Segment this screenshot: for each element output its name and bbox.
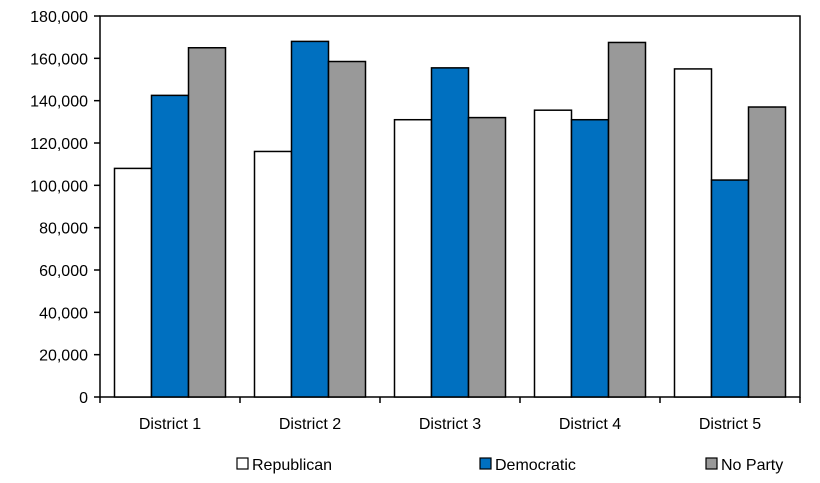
bar-democratic-5 xyxy=(710,179,750,398)
x-tick-label: District 5 xyxy=(699,416,761,433)
legend-label: No Party xyxy=(721,457,783,474)
legend-label: Republican xyxy=(252,457,332,474)
y-tick-label: 120,000 xyxy=(30,136,88,153)
y-tick-label: 100,000 xyxy=(30,178,88,195)
x-tick-label: District 3 xyxy=(419,416,481,433)
bar-no-party-4 xyxy=(607,41,647,398)
y-tick-label: 180,000 xyxy=(30,9,88,26)
bar-republican-4 xyxy=(533,109,573,398)
legend-label: Democratic xyxy=(495,457,576,474)
bar-no-party-1 xyxy=(187,47,227,398)
legend-swatch-republican xyxy=(236,457,249,470)
bar-no-party-3 xyxy=(467,116,507,398)
legend-swatch-democratic xyxy=(479,457,492,470)
bar-democratic-3 xyxy=(430,67,470,398)
bar-republican-5 xyxy=(673,68,713,398)
bar-no-party-5 xyxy=(747,106,787,398)
bar-democratic-4 xyxy=(570,118,610,398)
y-tick-label: 80,000 xyxy=(39,221,88,238)
bars xyxy=(113,40,787,398)
x-axis: District 1 District 2 District 3 District 4… xyxy=(99,397,801,433)
legend-swatch-no-party xyxy=(705,457,718,470)
y-tick-label: 60,000 xyxy=(39,263,88,280)
y-tick-label: 20,000 xyxy=(39,348,88,365)
y-tick-label: 40,000 xyxy=(39,305,88,322)
bar-democratic-1 xyxy=(150,94,190,398)
y-tick-label: 160,000 xyxy=(30,51,88,68)
y-axis: 0 20,000 40,000 60,000 80,000 100,000 120,000 1… xyxy=(30,9,100,407)
x-tick-label: District 2 xyxy=(279,416,341,433)
bar-no-party-2 xyxy=(327,60,367,398)
legend: Republican Democratic No Party xyxy=(236,457,783,474)
bar-republican-1 xyxy=(113,167,153,398)
y-tick-label: 140,000 xyxy=(30,94,88,111)
x-tick-label: District 4 xyxy=(559,416,621,433)
bar-republican-2 xyxy=(253,150,293,398)
bar-democratic-2 xyxy=(290,40,330,398)
x-tick-label: District 1 xyxy=(139,416,201,433)
y-tick-label: 0 xyxy=(79,390,88,407)
bar-republican-3 xyxy=(393,118,433,398)
